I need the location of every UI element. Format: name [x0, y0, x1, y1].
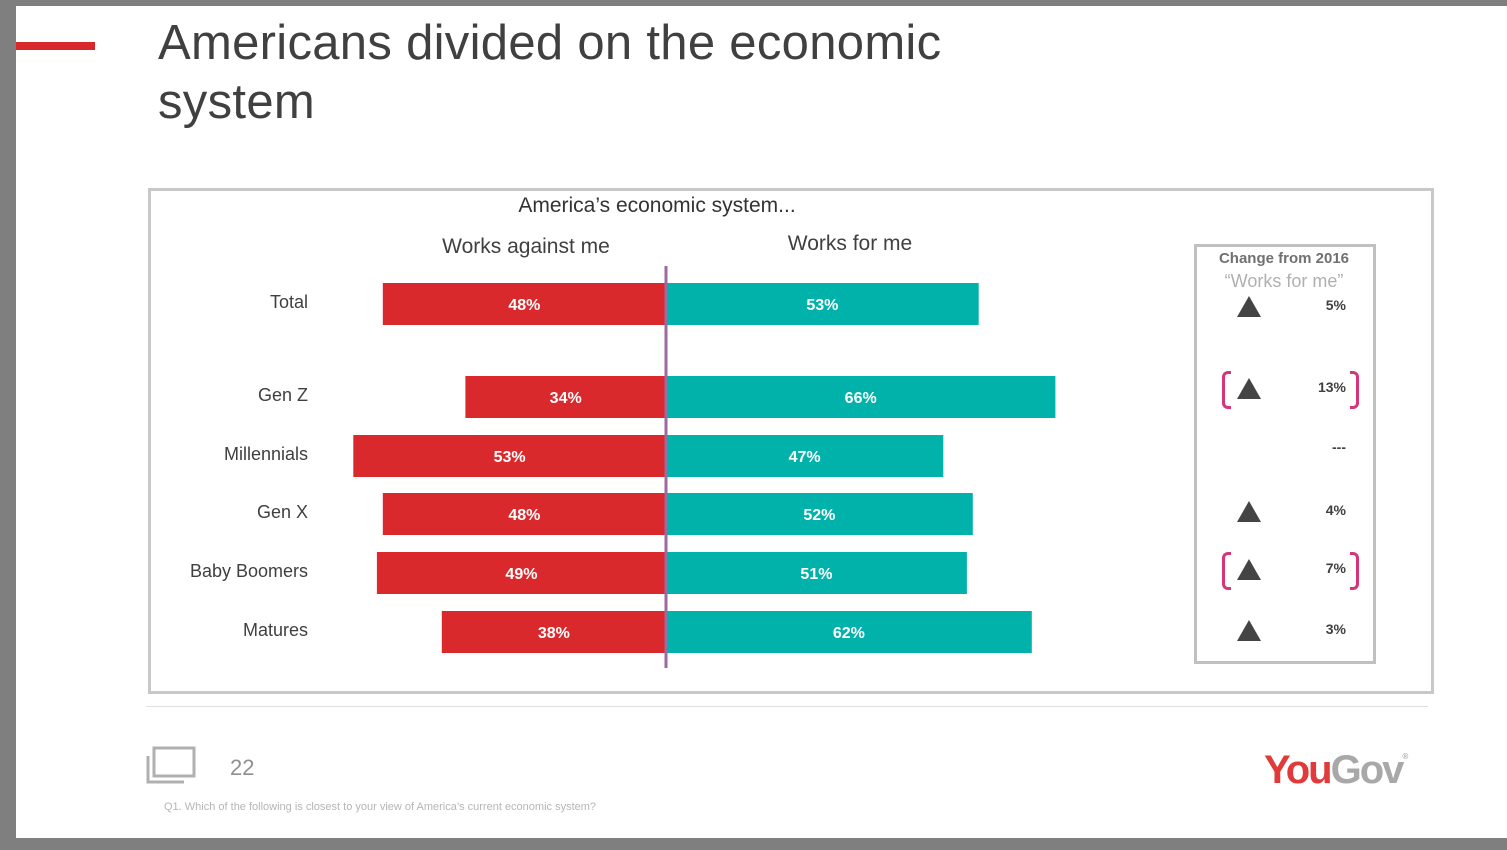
category-label: Baby Boomers: [189, 561, 308, 581]
bar-value-label: 52%: [803, 507, 835, 524]
bar-value-label: 48%: [508, 507, 540, 524]
highlight-bracket-left: [1222, 371, 1231, 409]
bar-works-for-me: [666, 435, 944, 477]
page-title: Americans divided on the economic system: [158, 16, 942, 129]
chart-title: America’s economic system...: [518, 194, 796, 217]
category-label: Total: [269, 292, 308, 312]
change-value: 3%: [1325, 621, 1346, 637]
highlight-bracket-right: [1350, 371, 1359, 409]
bar-value-label: 66%: [845, 390, 877, 407]
bar-works-for-me: [666, 552, 967, 594]
change-panel-subtitle: “Works for me”: [1224, 271, 1344, 291]
category-label: Millennials: [223, 444, 308, 464]
change-value: 7%: [1325, 560, 1346, 576]
bar-value-label: 51%: [800, 566, 832, 583]
legend-works-against-me: Works against me: [442, 235, 610, 258]
bar-works-for-me: [666, 493, 973, 535]
title-accent-bar: [16, 42, 95, 50]
bar-value-label: 53%: [806, 297, 838, 314]
change-value: 13%: [1317, 379, 1346, 395]
up-triangle-icon: [1237, 620, 1261, 641]
chart-frame: [148, 188, 1434, 694]
bar-works-against-me: [353, 435, 666, 477]
change-panel: [1194, 244, 1376, 664]
up-triangle-icon: [1237, 559, 1261, 580]
highlight-bracket-right: [1350, 552, 1359, 590]
change-value: ---: [1332, 439, 1346, 455]
page-number: 22: [230, 755, 255, 780]
bar-works-for-me: [666, 376, 1056, 418]
logo-gov: Gov: [1330, 748, 1405, 792]
category-label: Gen Z: [257, 385, 308, 405]
category-label: Matures: [242, 620, 308, 640]
category-label: Gen X: [256, 502, 308, 522]
slide: [16, 6, 1507, 838]
bar-works-against-me: [465, 376, 666, 418]
change-value: 4%: [1325, 502, 1346, 518]
footnote: Q1. Which of the following is closest to…: [164, 801, 597, 813]
bar-works-for-me: [666, 283, 979, 325]
legend-works-for-me: Works for me: [787, 232, 913, 255]
up-triangle-icon: [1237, 501, 1261, 522]
bar-works-for-me: [666, 611, 1032, 653]
bar-value-label: 48%: [508, 297, 540, 314]
logo-you: You: [1264, 748, 1333, 792]
bar-value-label: 62%: [833, 625, 865, 642]
bar-value-label: 47%: [789, 449, 821, 466]
up-triangle-icon: [1237, 296, 1261, 317]
bar-value-label: 38%: [538, 625, 570, 642]
bar-value-label: 53%: [494, 449, 526, 466]
bar-works-against-me: [441, 611, 666, 653]
bar-value-label: 49%: [505, 566, 537, 583]
bar-value-label: 34%: [550, 390, 582, 407]
change-panel-title: Change from 2016: [1218, 250, 1350, 267]
bar-works-against-me: [382, 283, 666, 325]
logo-registered: ®: [1402, 752, 1409, 761]
highlight-bracket-left: [1222, 552, 1231, 590]
up-triangle-icon: [1237, 378, 1261, 399]
yougov-logo: YouGov®: [1264, 748, 1408, 793]
bar-works-against-me: [382, 493, 666, 535]
change-value: 5%: [1325, 297, 1346, 313]
bar-works-against-me: [376, 552, 666, 594]
slides-icon: [146, 746, 196, 784]
footer-divider: [146, 706, 1428, 707]
